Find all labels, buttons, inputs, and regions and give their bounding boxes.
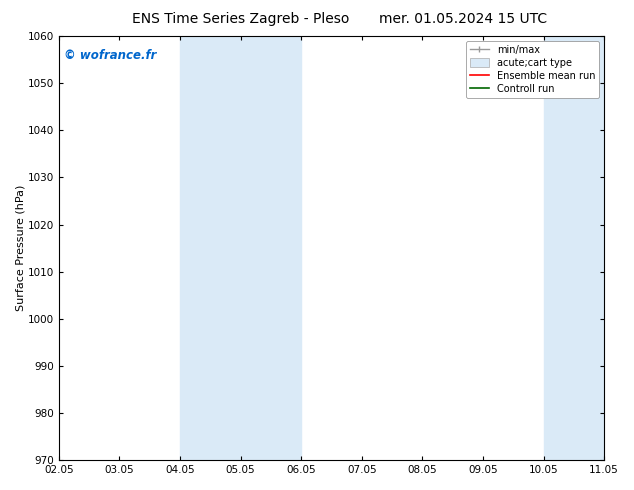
Bar [180,36,301,460]
Text: ENS Time Series Zagreb - Pleso: ENS Time Series Zagreb - Pleso [133,12,349,26]
Text: © wofrance.fr: © wofrance.fr [64,49,157,62]
Bar [543,36,634,460]
Y-axis label: Surface Pressure (hPa): Surface Pressure (hPa) [15,185,25,311]
Text: mer. 01.05.2024 15 UTC: mer. 01.05.2024 15 UTC [378,12,547,26]
Legend: min/max, acute;cart type, Ensemble mean run, Controll run: min/max, acute;cart type, Ensemble mean … [466,41,599,98]
